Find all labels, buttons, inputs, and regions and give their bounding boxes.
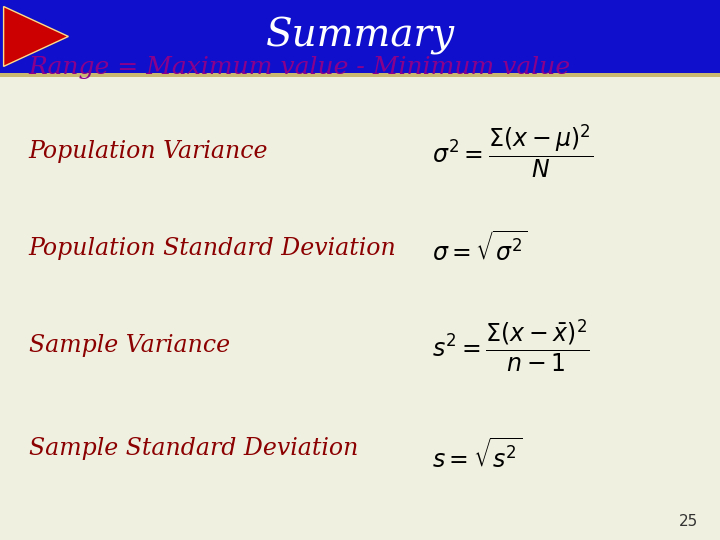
Text: Sample Standard Deviation: Sample Standard Deviation	[29, 437, 358, 460]
Text: $\sigma = \sqrt{\sigma^2}$: $\sigma = \sqrt{\sigma^2}$	[432, 231, 527, 266]
Text: $s = \sqrt{s^2}$: $s = \sqrt{s^2}$	[432, 438, 522, 474]
Text: $s^2 = \dfrac{\Sigma(x-\bar{x})^2}{n-1}$: $s^2 = \dfrac{\Sigma(x-\bar{x})^2}{n-1}$	[432, 318, 590, 374]
Bar	[0, 73, 720, 77]
Text: Population Standard Deviation: Population Standard Deviation	[29, 237, 397, 260]
Polygon shape	[4, 6, 68, 66]
Text: 25: 25	[679, 514, 698, 529]
Bar	[0, 0, 720, 73]
Text: $\sigma^2 = \dfrac{\Sigma(x-\mu)^2}{N}$: $\sigma^2 = \dfrac{\Sigma(x-\mu)^2}{N}$	[432, 123, 593, 180]
Text: Summary: Summary	[266, 17, 454, 56]
Text: Sample Variance: Sample Variance	[29, 334, 230, 357]
Text: Range = Maximum value - Minimum value: Range = Maximum value - Minimum value	[29, 56, 571, 79]
Text: Population Variance: Population Variance	[29, 140, 269, 163]
